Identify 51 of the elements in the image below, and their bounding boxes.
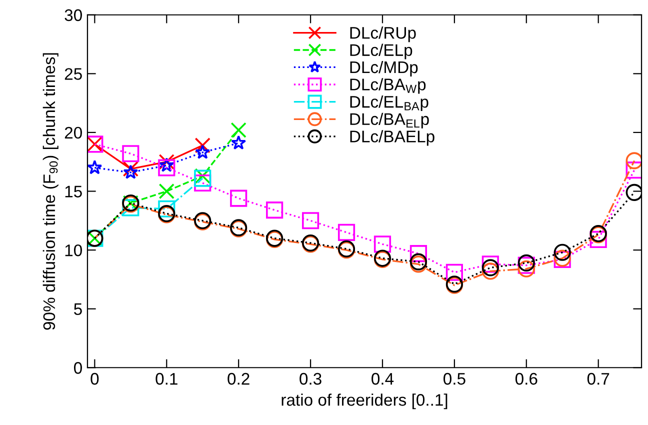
legend-label: DLc/ELp bbox=[350, 44, 412, 60]
legend-label: DLc/BAELp bbox=[350, 130, 434, 146]
legend-label: DLc/BA$_{W}$p bbox=[350, 78, 426, 94]
x-tick-label: 0.5 bbox=[444, 372, 466, 385]
x-tick-label: 0.7 bbox=[587, 372, 610, 385]
point bbox=[482, 262, 499, 280]
point bbox=[158, 183, 174, 200]
point bbox=[266, 202, 284, 219]
y-tick-label: 15 bbox=[65, 186, 82, 198]
x-tick-label: 0.2 bbox=[228, 372, 250, 385]
point bbox=[338, 224, 356, 241]
point bbox=[302, 212, 320, 230]
legend-label: DLc/EL$_{BA}$p bbox=[350, 95, 428, 112]
x-tick-label: 0.6 bbox=[515, 372, 538, 385]
point bbox=[230, 190, 248, 207]
legend-label: DLc/MDp bbox=[350, 60, 418, 76]
y-tick-label: 10 bbox=[65, 244, 82, 256]
y-tick-label: 0 bbox=[74, 362, 82, 374]
point bbox=[626, 152, 642, 170]
point bbox=[231, 135, 246, 150]
point bbox=[194, 168, 210, 184]
y-tick-label: 30 bbox=[64, 9, 82, 22]
point bbox=[87, 160, 102, 174]
point bbox=[518, 260, 535, 278]
point bbox=[195, 144, 210, 159]
point bbox=[159, 158, 174, 172]
point bbox=[194, 170, 212, 187]
y-tick-label: 25 bbox=[64, 68, 82, 80]
legend-label: DLc/RUp bbox=[350, 26, 416, 42]
y-tick-label: 20 bbox=[64, 126, 82, 139]
y-axis-title: 90% diffusion time (F$_{90}$) [chunk times] bbox=[42, 53, 58, 330]
point bbox=[482, 259, 499, 276]
point bbox=[230, 122, 246, 138]
point bbox=[158, 159, 176, 176]
x-tick-label: 0.1 bbox=[156, 372, 178, 385]
point bbox=[194, 138, 210, 154]
point bbox=[123, 164, 138, 179]
x-tick-label: 0.4 bbox=[372, 372, 394, 385]
point bbox=[158, 200, 176, 218]
legend-label: DLc/BA$_{EL}$p bbox=[350, 112, 429, 128]
point bbox=[410, 245, 428, 262]
x-tick-label: 0 bbox=[90, 372, 99, 385]
point bbox=[590, 230, 607, 248]
x-axis-title: ratio of freeriders [0..1] bbox=[282, 394, 448, 410]
point bbox=[446, 264, 463, 281]
point bbox=[122, 145, 140, 162]
point bbox=[554, 244, 571, 261]
point bbox=[158, 154, 174, 170]
point bbox=[626, 184, 642, 201]
x-tick-label: 0.3 bbox=[300, 372, 322, 385]
y-tick-label: 5 bbox=[74, 303, 82, 316]
